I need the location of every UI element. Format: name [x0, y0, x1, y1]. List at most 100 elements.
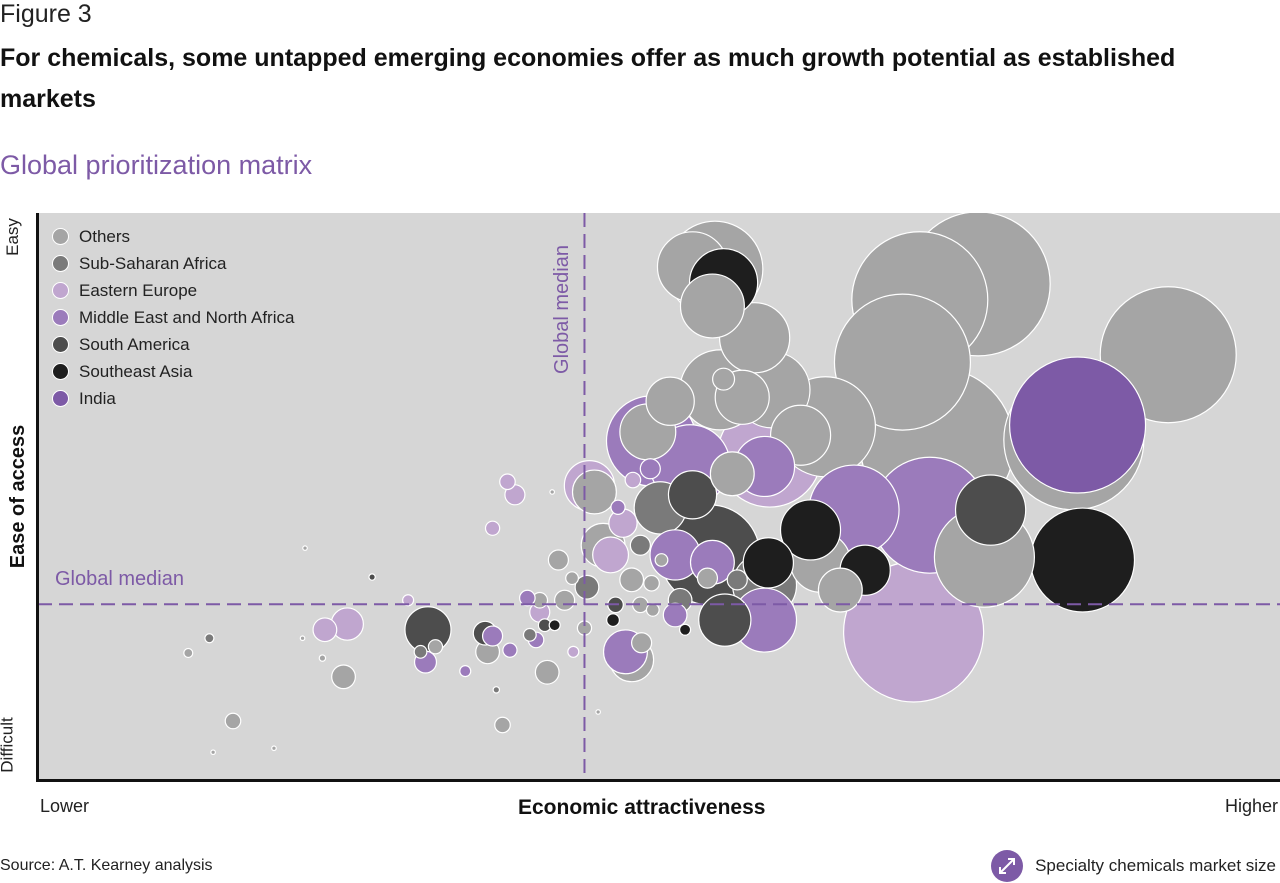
- bubble-middle-east-and-north-africa: [639, 458, 661, 480]
- legend-swatch: [52, 363, 69, 380]
- bubble-others: [571, 469, 617, 515]
- bubble-others: [645, 602, 660, 617]
- bubble-eastern-europe: [499, 473, 516, 491]
- bubble-others: [679, 273, 745, 339]
- legend-swatch: [52, 309, 69, 326]
- bubble-others: [549, 489, 556, 495]
- bubble-sub-saharan-africa: [522, 627, 537, 642]
- bubble-others: [318, 654, 327, 662]
- bubble-south-america: [667, 470, 718, 520]
- median-x-label: Global median: [550, 245, 573, 374]
- legend-label: Sub-Saharan Africa: [79, 253, 227, 273]
- bubble-middle-east-and-north-africa: [481, 625, 504, 647]
- bubble-sub-saharan-africa: [204, 633, 215, 644]
- legend-swatch: [52, 255, 69, 272]
- bubble-middle-east-and-north-africa: [662, 602, 688, 628]
- bubble-eastern-europe: [312, 617, 338, 643]
- legend-item: Others: [52, 223, 294, 250]
- legend: Others Sub-Saharan Africa Eastern Europe Mi…: [52, 223, 294, 412]
- bubble-others: [494, 716, 511, 734]
- bubble-southeast-asia: [779, 499, 842, 561]
- figure-label: Figure 3: [0, 0, 92, 28]
- bubble-others: [299, 635, 306, 642]
- legend-label: Others: [79, 226, 131, 246]
- legend-label: Southeast Asia: [79, 361, 193, 381]
- legend-item: Eastern Europe: [52, 277, 294, 304]
- diagonal-double-arrow-icon: [991, 850, 1024, 882]
- bubble-southeast-asia: [1029, 507, 1136, 613]
- bubble-others: [645, 376, 695, 426]
- bubble-eastern-europe: [567, 645, 580, 658]
- legend-swatch: [52, 282, 69, 299]
- y-tick-high: Easy: [2, 218, 22, 256]
- bubble-others: [696, 567, 719, 589]
- bubble-south-america: [954, 474, 1027, 546]
- x-axis-label: Economic attractiveness: [518, 796, 766, 819]
- bubble-south-america: [698, 593, 752, 647]
- source-note: Source: A.T. Kearney analysis: [0, 857, 213, 874]
- legend-item: Middle East and North Africa: [52, 304, 294, 331]
- bubble-others: [619, 567, 645, 593]
- legend-item: Sub-Saharan Africa: [52, 250, 294, 277]
- bubble-others: [224, 712, 242, 730]
- x-axis-line: [36, 779, 1280, 782]
- bubble-others: [271, 745, 277, 752]
- legend-item: Southeast Asia: [52, 358, 294, 385]
- bubble-others: [427, 639, 444, 655]
- bubble-others: [331, 664, 356, 690]
- legend-label: South America: [79, 334, 190, 354]
- bubble-others: [817, 567, 863, 613]
- y-tick-low: Difficult: [0, 717, 17, 773]
- bubble-others: [183, 647, 194, 659]
- chart-title: For chemicals, some untapped emerging ec…: [0, 44, 1176, 113]
- bubble-eastern-europe: [624, 471, 642, 489]
- bubble-eastern-europe: [484, 520, 501, 536]
- legend-swatch: [52, 336, 69, 353]
- bubble-others: [210, 749, 216, 756]
- bubble-middle-east-and-north-africa: [459, 665, 472, 678]
- bubble-layer: [38, 213, 1280, 780]
- y-axis-label: Ease of access: [7, 424, 30, 569]
- bubble-sub-saharan-africa: [726, 569, 748, 591]
- y-axis-line: [36, 213, 39, 782]
- legend-item: South America: [52, 331, 294, 358]
- bubble-sub-saharan-africa: [413, 644, 428, 659]
- bubble-others: [712, 367, 736, 391]
- bubble-southeast-asia: [548, 619, 561, 632]
- x-tick-low: Lower: [40, 796, 90, 816]
- legend-swatch: [52, 390, 69, 407]
- bubble-others: [643, 574, 660, 592]
- legend-swatch: [52, 228, 69, 245]
- bubble-eastern-europe: [608, 508, 638, 538]
- chart-subtitle: Global prioritization matrix: [0, 150, 313, 180]
- bubble-others: [833, 293, 972, 431]
- legend-label: Eastern Europe: [79, 280, 198, 300]
- x-tick-high: Higher: [1224, 796, 1278, 816]
- bubble-others: [565, 571, 579, 586]
- bubble-others: [302, 545, 308, 551]
- legend-label: India: [79, 388, 116, 408]
- bubble-others: [547, 549, 569, 571]
- plot-area: Others Sub-Saharan Africa Eastern Europe Mi…: [38, 213, 1280, 780]
- bubble-southeast-asia: [606, 613, 620, 628]
- bubble-sub-saharan-africa: [574, 574, 600, 600]
- bubble-southeast-asia: [742, 537, 794, 589]
- bubble-south-america: [368, 573, 376, 581]
- bubble-others: [654, 553, 669, 567]
- bubble-others: [534, 659, 560, 685]
- bubble-eastern-europe: [402, 594, 415, 607]
- bubble-others: [631, 632, 653, 654]
- bubble-others: [709, 451, 755, 497]
- bubble-southeast-asia: [679, 623, 692, 636]
- size-key: Specialty chemicals market size: [991, 850, 1276, 882]
- bubble-sub-saharan-africa: [492, 686, 501, 694]
- bubble-sub-saharan-africa: [629, 534, 651, 556]
- legend-item: India: [52, 385, 294, 412]
- bubble-india: [1008, 356, 1147, 494]
- bubble-others: [554, 589, 576, 611]
- bubble-middle-east-and-north-africa: [519, 589, 536, 607]
- size-key-label: Specialty chemicals market size: [1035, 856, 1276, 875]
- bubble-eastern-europe: [592, 536, 630, 574]
- legend-label: Middle East and North Africa: [79, 307, 295, 327]
- bubble-others: [595, 709, 601, 715]
